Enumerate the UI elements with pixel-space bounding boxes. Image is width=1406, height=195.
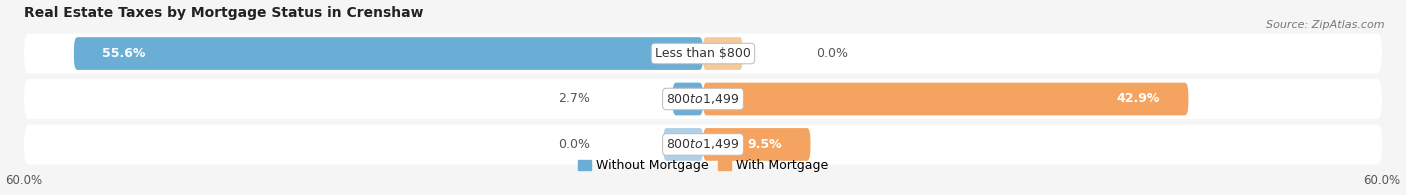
FancyBboxPatch shape (703, 83, 1188, 115)
FancyBboxPatch shape (24, 79, 1382, 119)
FancyBboxPatch shape (75, 37, 703, 70)
FancyBboxPatch shape (24, 124, 1382, 164)
FancyBboxPatch shape (703, 37, 742, 70)
Text: $800 to $1,499: $800 to $1,499 (666, 92, 740, 106)
Text: Less than $800: Less than $800 (655, 47, 751, 60)
FancyBboxPatch shape (664, 128, 703, 161)
FancyBboxPatch shape (703, 128, 810, 161)
Text: Source: ZipAtlas.com: Source: ZipAtlas.com (1267, 20, 1385, 29)
FancyBboxPatch shape (672, 83, 703, 115)
Text: 55.6%: 55.6% (103, 47, 146, 60)
Text: 42.9%: 42.9% (1116, 92, 1160, 105)
Text: 9.5%: 9.5% (748, 138, 782, 151)
Text: 2.7%: 2.7% (558, 92, 591, 105)
FancyBboxPatch shape (24, 34, 1382, 74)
Text: Real Estate Taxes by Mortgage Status in Crenshaw: Real Estate Taxes by Mortgage Status in … (24, 5, 423, 20)
Text: 0.0%: 0.0% (558, 138, 591, 151)
Legend: Without Mortgage, With Mortgage: Without Mortgage, With Mortgage (574, 154, 832, 177)
Text: $800 to $1,499: $800 to $1,499 (666, 137, 740, 152)
Text: 0.0%: 0.0% (815, 47, 848, 60)
